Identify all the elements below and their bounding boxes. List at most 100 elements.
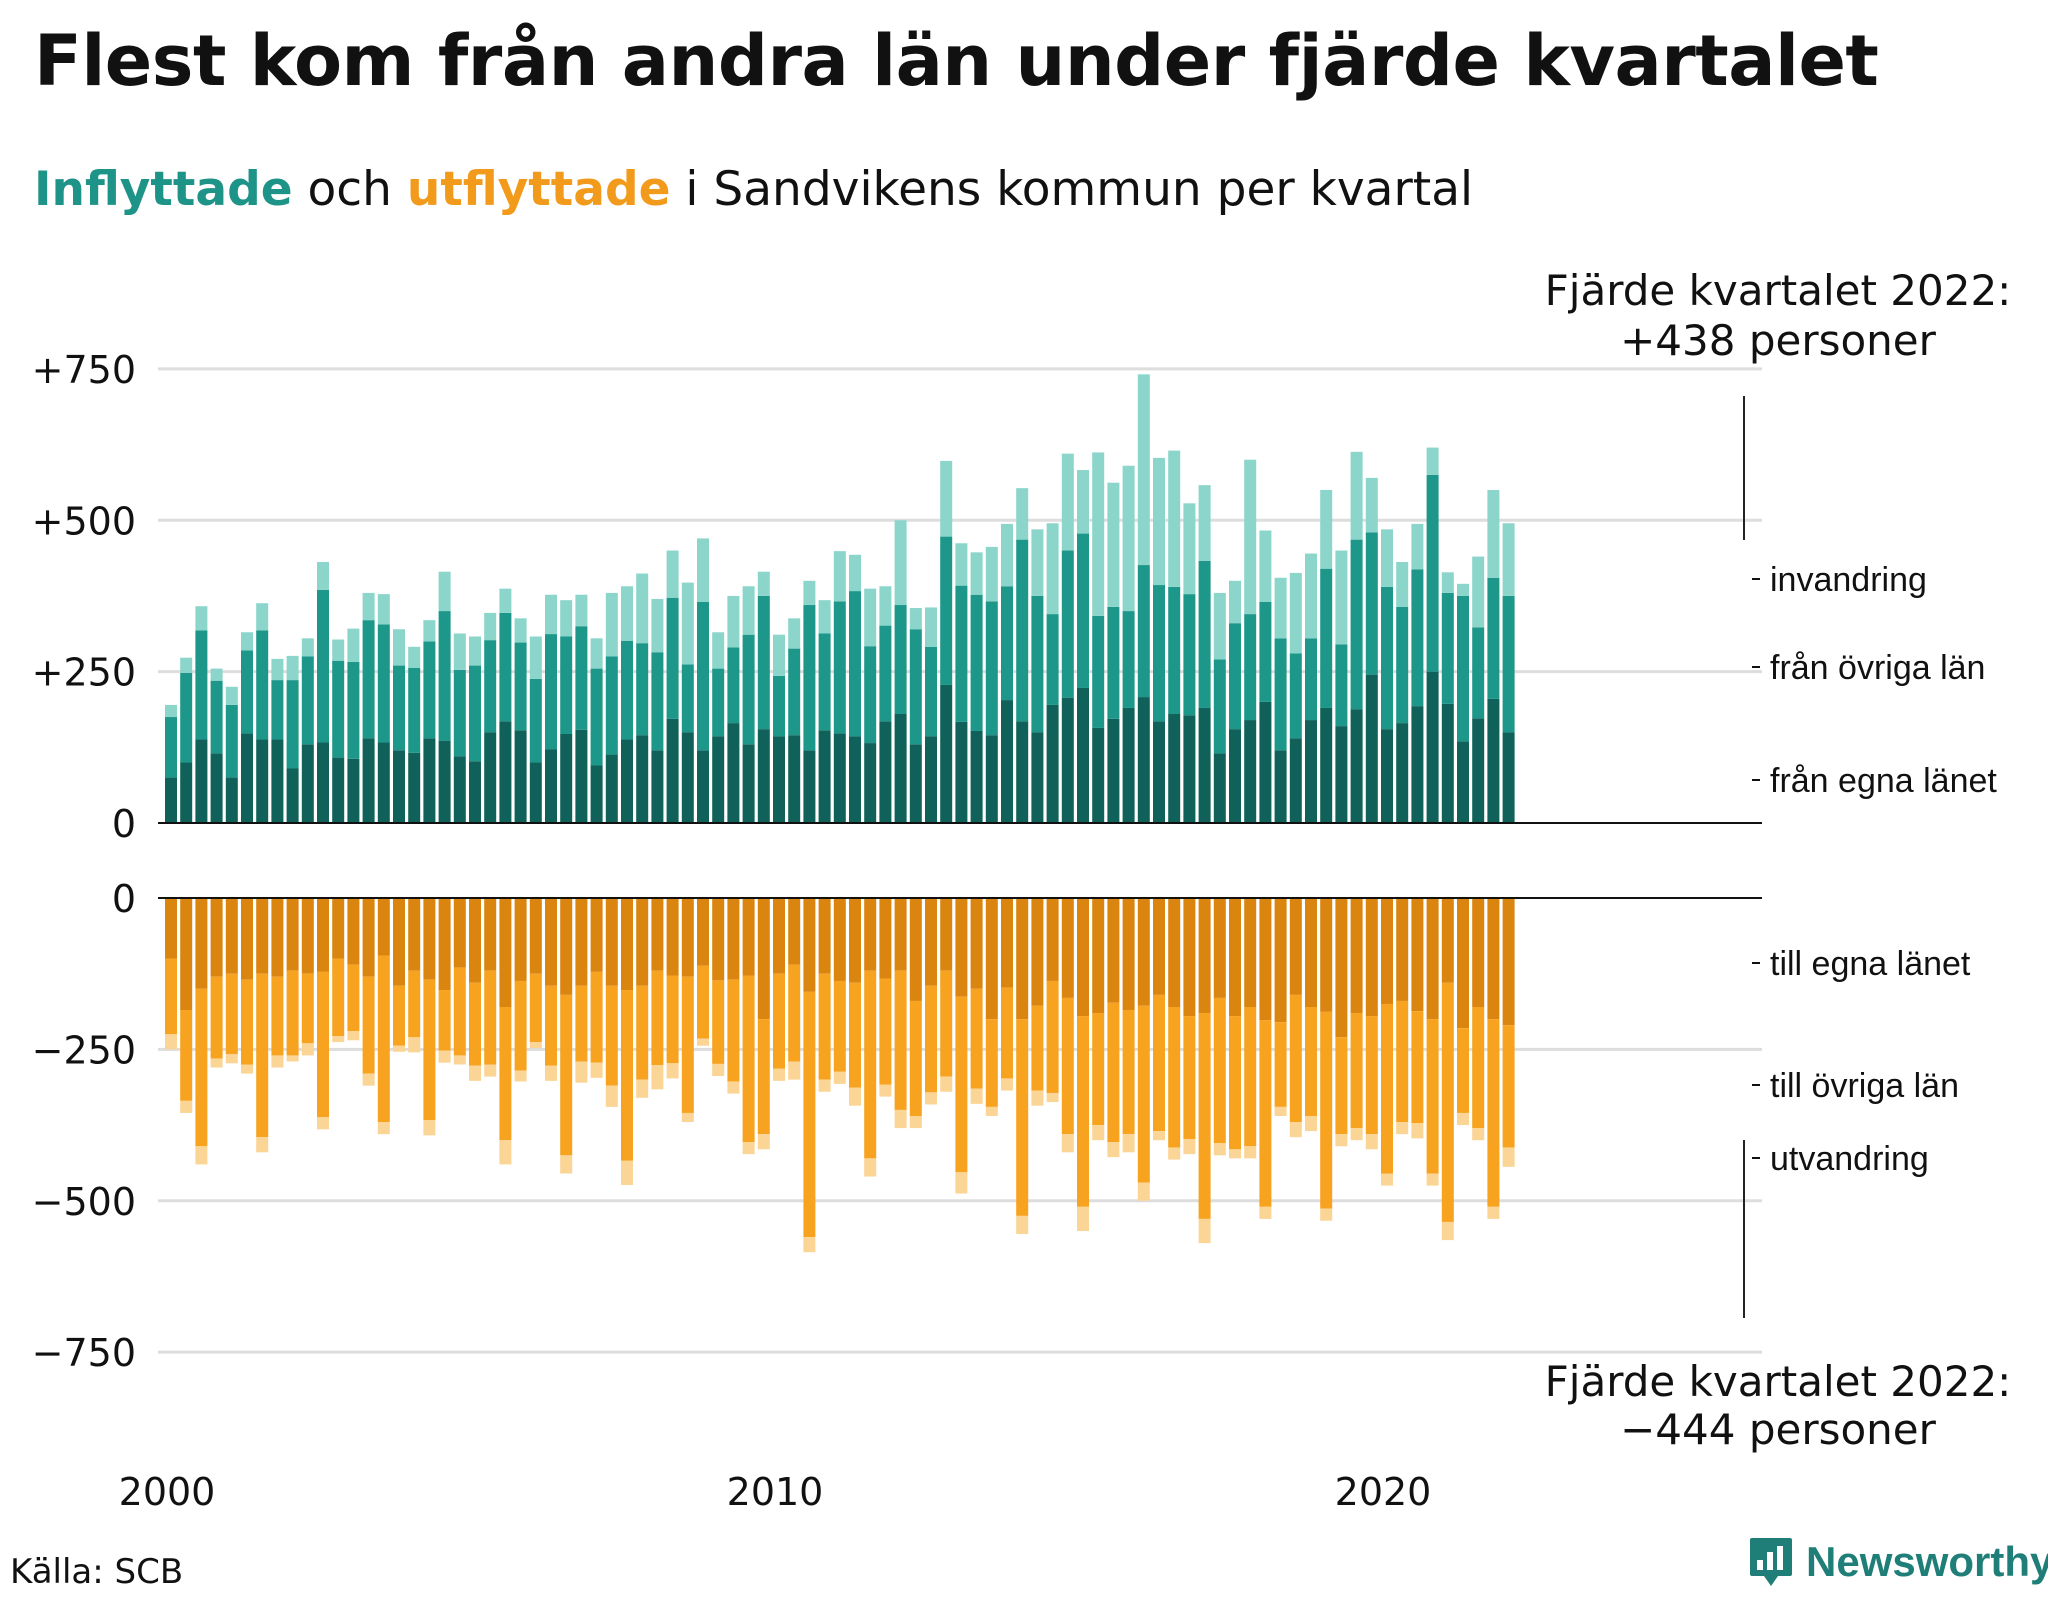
bar-out-2 bbox=[727, 979, 740, 1082]
bar-out-1 bbox=[970, 898, 983, 989]
bar-out-1 bbox=[1031, 898, 1044, 1006]
bar-out-3 bbox=[1031, 1090, 1044, 1106]
bar-out-3 bbox=[651, 1065, 664, 1090]
bar-out-1 bbox=[1001, 898, 1013, 988]
bar-out-2 bbox=[697, 965, 709, 1039]
bar-out-1 bbox=[833, 898, 846, 981]
series-label-out-1: till egna länet bbox=[1770, 945, 1971, 983]
bar-in-1 bbox=[605, 754, 618, 823]
bar-out-2 bbox=[864, 970, 877, 1159]
bar-in-2 bbox=[1441, 592, 1454, 704]
bar-out-1 bbox=[362, 898, 375, 977]
bar-out-1 bbox=[317, 898, 329, 972]
bar-out-2 bbox=[1259, 1020, 1272, 1207]
bar-out-3 bbox=[864, 1158, 877, 1177]
bar-in-2 bbox=[195, 630, 208, 740]
bar-in-3 bbox=[925, 607, 937, 647]
bar-in-1 bbox=[712, 736, 725, 823]
bar-out-2 bbox=[1411, 1011, 1424, 1124]
bar-in-2 bbox=[985, 601, 998, 736]
bar-in-2 bbox=[605, 656, 618, 755]
bar-out-1 bbox=[605, 898, 618, 986]
bar-out-3 bbox=[788, 1061, 801, 1080]
bar-in-2 bbox=[1183, 594, 1196, 716]
bar-in-3 bbox=[1122, 465, 1135, 612]
bar-out-1 bbox=[1183, 898, 1196, 1017]
bar-out-3 bbox=[1441, 1221, 1454, 1241]
subtitle-joiner: och bbox=[307, 162, 392, 217]
bar-out-2 bbox=[636, 985, 649, 1080]
bar-in-1 bbox=[1183, 715, 1196, 823]
bar-in-1 bbox=[833, 733, 846, 823]
bar-out-1 bbox=[514, 898, 527, 981]
bar-out-3 bbox=[666, 1063, 679, 1079]
bar-in-2 bbox=[1426, 474, 1439, 672]
bar-out-2 bbox=[484, 970, 497, 1065]
bar-in-2 bbox=[484, 640, 497, 733]
bar-out-1 bbox=[377, 898, 390, 956]
bar-in-3 bbox=[742, 586, 755, 635]
bar-out-2 bbox=[271, 976, 284, 1056]
bar-out-1 bbox=[347, 898, 360, 965]
bar-in-1 bbox=[362, 738, 375, 823]
bar-in-1 bbox=[1229, 729, 1241, 823]
bar-out-2 bbox=[1335, 1037, 1348, 1135]
bar-in-2 bbox=[453, 669, 466, 757]
bar-out-3 bbox=[1305, 1115, 1317, 1132]
bar-in-2 bbox=[180, 672, 193, 763]
annotation-bottom-line1: Fjärde kvartalet 2022: bbox=[1545, 1357, 2012, 1406]
bar-out-2 bbox=[1046, 980, 1059, 1093]
bar-out-1 bbox=[1274, 898, 1287, 1023]
bar-in-2 bbox=[697, 601, 709, 751]
bar-in-3 bbox=[712, 632, 725, 669]
bar-in-2 bbox=[894, 605, 907, 715]
bar-in-1 bbox=[909, 744, 922, 823]
bar-out-3 bbox=[1457, 1112, 1469, 1126]
bar-out-3 bbox=[849, 1087, 861, 1106]
bar-out-1 bbox=[788, 898, 801, 965]
bar-out-1 bbox=[1229, 898, 1241, 1017]
bar-out-2 bbox=[1183, 1016, 1196, 1139]
bar-in-3 bbox=[393, 629, 405, 666]
bar-out-2 bbox=[621, 990, 633, 1161]
series-label-out-3: utvandring bbox=[1770, 1140, 1929, 1178]
bar-out-2 bbox=[940, 970, 953, 1077]
bar-out-3 bbox=[438, 1050, 451, 1063]
bar-in-3 bbox=[681, 582, 694, 665]
bar-out-3 bbox=[1016, 1215, 1029, 1235]
bar-out-1 bbox=[1122, 898, 1135, 1011]
bar-out-3 bbox=[453, 1055, 466, 1065]
bar-in-2 bbox=[621, 640, 633, 740]
bar-in-3 bbox=[1487, 489, 1500, 578]
bar-in-1 bbox=[818, 730, 831, 823]
bar-in-3 bbox=[1396, 562, 1409, 607]
bar-in-3 bbox=[849, 554, 861, 592]
bar-out-1 bbox=[1381, 898, 1393, 1004]
bar-in-2 bbox=[499, 612, 512, 722]
bar-in-1 bbox=[955, 721, 968, 823]
bar-out-3 bbox=[1001, 1078, 1013, 1091]
bar-out-2 bbox=[560, 994, 573, 1156]
bar-out-3 bbox=[803, 1237, 816, 1253]
bar-in-1 bbox=[165, 777, 177, 823]
bar-out-2 bbox=[818, 973, 831, 1080]
bar-in-2 bbox=[1335, 644, 1348, 727]
bar-out-1 bbox=[301, 898, 314, 974]
bar-out-3 bbox=[1046, 1092, 1059, 1103]
bar-in-2 bbox=[681, 664, 694, 733]
bar-out-2 bbox=[195, 988, 208, 1147]
bar-out-2 bbox=[453, 967, 466, 1056]
y-tick-label-top: 0 bbox=[112, 802, 136, 846]
bar-in-1 bbox=[742, 744, 755, 823]
bar-out-3 bbox=[1289, 1122, 1302, 1138]
bar-in-1 bbox=[225, 777, 238, 823]
bar-in-3 bbox=[514, 618, 527, 643]
bar-out-3 bbox=[712, 1063, 725, 1077]
bar-out-1 bbox=[773, 898, 785, 974]
bar-out-1 bbox=[1198, 898, 1211, 1014]
bar-out-3 bbox=[1472, 1128, 1485, 1141]
bar-in-3 bbox=[788, 618, 801, 649]
bar-out-1 bbox=[1365, 898, 1378, 1017]
bar-out-1 bbox=[575, 898, 588, 986]
bar-in-2 bbox=[165, 717, 177, 778]
